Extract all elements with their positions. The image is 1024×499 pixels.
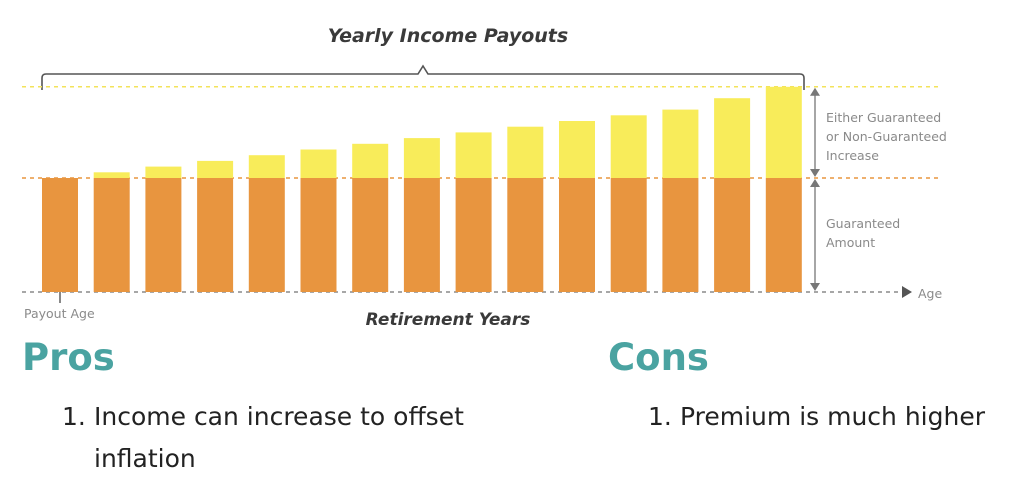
age-axis-arrow [902,286,912,298]
bar-guaranteed [403,178,440,292]
pros-list: 1. Income can increase to offset inflati… [62,396,582,480]
bar-increase [714,98,751,178]
bar-guaranteed [559,178,595,292]
annotations-group: Either Guaranteed or Non-Guaranteed Increa… [810,87,947,291]
title-bracket [41,64,805,90]
start-label: Payout Age [24,306,95,321]
bar-increase [610,115,647,178]
increase-annotation-line: Either Guaranteed [826,110,941,125]
bar-increase [145,166,182,178]
chart-title: Yearly Income Payouts [328,25,568,47]
pros-item-line-1: Income can increase to offset [94,402,464,431]
increase-annotation-line: Increase [826,148,879,163]
bar-increase [300,149,337,178]
income-payout-chart: Yearly Income Payouts Age Either Guarant… [22,25,947,330]
bar-increase [403,138,440,178]
bar-guaranteed [352,178,389,292]
bar-guaranteed [662,178,699,292]
increase-annotation-line: or Non-Guaranteed [826,129,947,144]
bar-increase [93,172,130,178]
bar-guaranteed [145,178,182,292]
pros-item-line-2: inflation [94,444,196,473]
bar-increase [248,155,285,178]
guaranteed-arrow-down [810,283,820,291]
guaranteed-arrow-up [810,179,820,187]
bar-guaranteed [714,178,751,292]
increase-arrow-down [810,169,820,177]
increase-arrow-up [810,87,820,96]
guaranteed-annotation-line: Guaranteed [826,216,900,231]
bar-guaranteed [300,178,337,292]
cons-item-number: 1. [648,402,672,431]
bar-increase [197,160,234,178]
cons-heading: Cons [608,336,709,379]
cons-item-line-1: Premium is much higher [680,402,986,431]
x-axis-label: Retirement Years [366,310,531,330]
bar-increase [507,126,544,178]
bar-guaranteed [42,178,78,292]
bar-guaranteed [93,178,130,292]
bar-guaranteed [248,178,285,292]
age-axis-label: Age [918,286,942,301]
pros-item-number: 1. [62,402,86,431]
cons-list: 1. Premium is much higher [648,396,1018,438]
bar-guaranteed [197,178,234,292]
bar-increase [662,109,699,178]
pros-heading: Pros [22,336,115,379]
bars-group [42,86,802,292]
bar-increase [559,121,595,178]
bar-guaranteed [455,178,492,292]
bar-guaranteed [765,178,802,292]
bar-increase [765,86,802,178]
bar-guaranteed [507,178,544,292]
bar-increase [455,132,492,178]
guaranteed-annotation-line: Amount [826,235,875,250]
bar-increase [352,143,389,178]
bar-guaranteed [610,178,647,292]
